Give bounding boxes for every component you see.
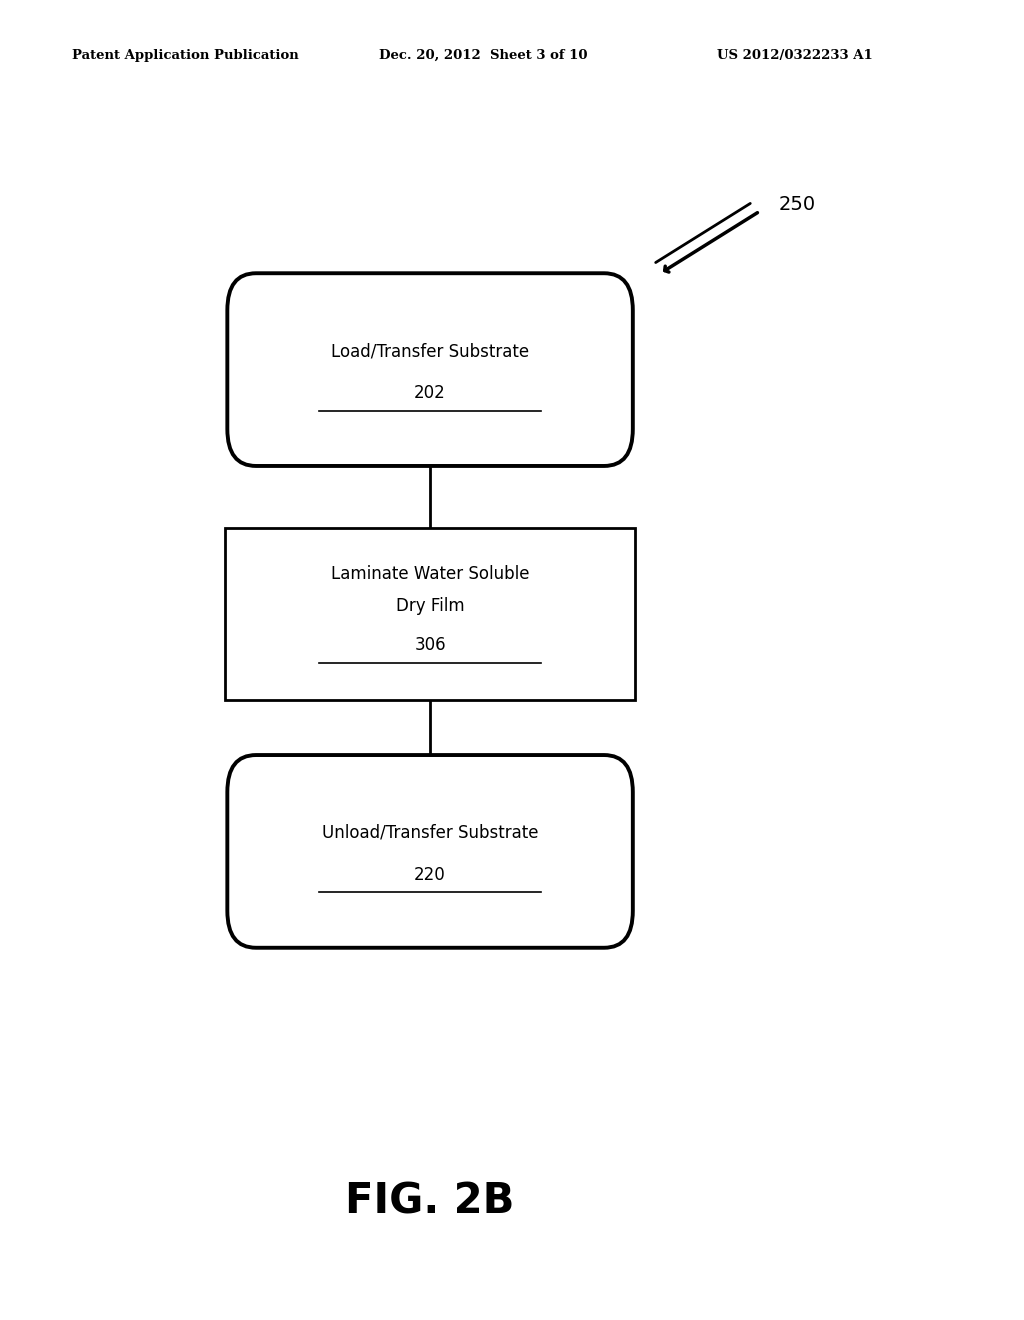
Text: Patent Application Publication: Patent Application Publication: [72, 49, 298, 62]
Text: Laminate Water Soluble: Laminate Water Soluble: [331, 565, 529, 583]
FancyBboxPatch shape: [227, 273, 633, 466]
Text: 306: 306: [415, 636, 445, 655]
Text: 220: 220: [414, 866, 446, 884]
FancyBboxPatch shape: [227, 755, 633, 948]
Bar: [225, 528, 635, 700]
Text: 202: 202: [414, 384, 446, 403]
Text: 250: 250: [778, 195, 815, 214]
Text: Unload/Transfer Substrate: Unload/Transfer Substrate: [322, 824, 539, 842]
Text: FIG. 2B: FIG. 2B: [345, 1180, 515, 1222]
Text: Dry Film: Dry Film: [395, 597, 465, 615]
Text: Dec. 20, 2012  Sheet 3 of 10: Dec. 20, 2012 Sheet 3 of 10: [379, 49, 588, 62]
Text: Load/Transfer Substrate: Load/Transfer Substrate: [331, 342, 529, 360]
Text: US 2012/0322233 A1: US 2012/0322233 A1: [717, 49, 872, 62]
